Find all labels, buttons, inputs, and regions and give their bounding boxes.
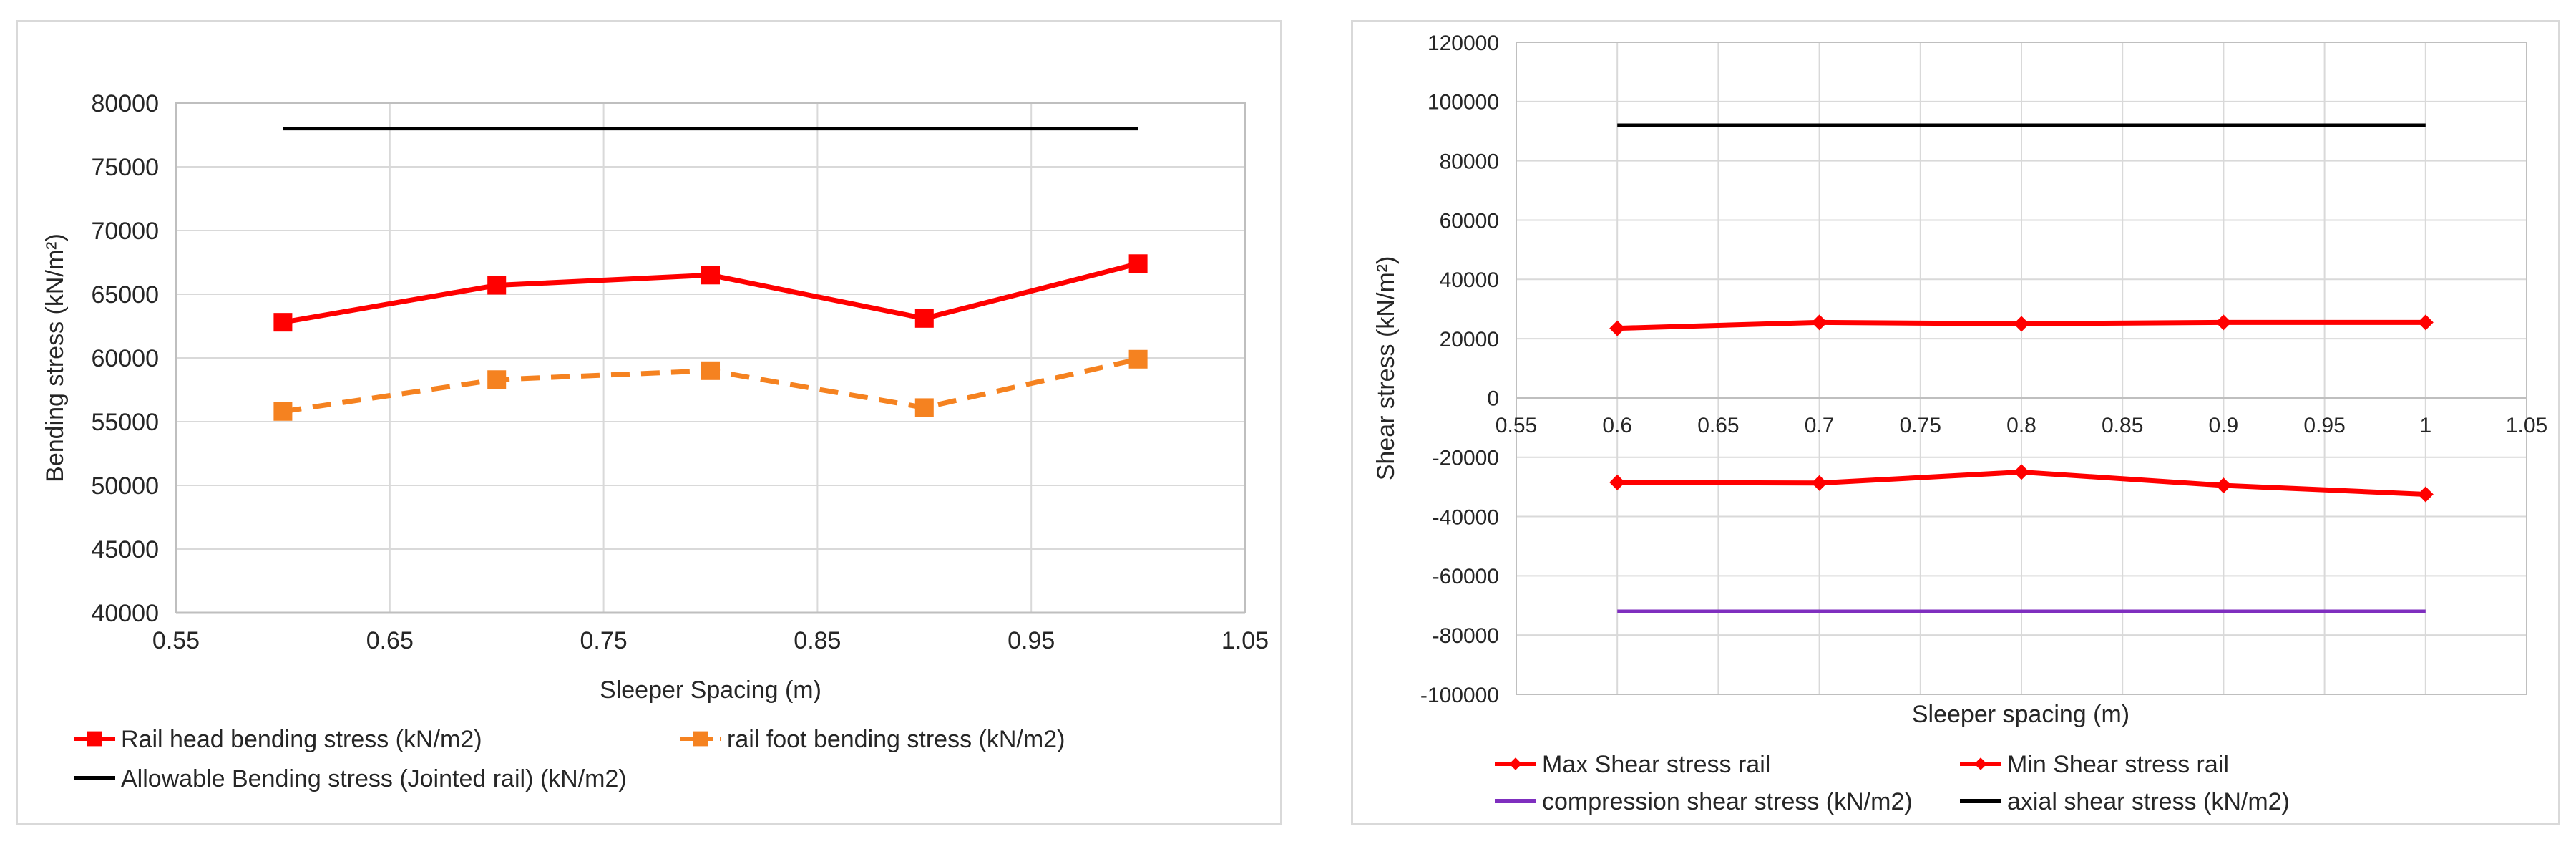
x-tick-label: 0.65	[366, 627, 414, 654]
plot-area-border	[1516, 42, 2527, 695]
legend-label: Allowable Bending stress (Jointed rail) …	[121, 765, 627, 792]
x-axis-title: Sleeper spacing (m)	[1912, 701, 2129, 728]
shear-stress-chart-panel: -100000 -80000 -60000 -40000 -20000 0 20000 400…	[1351, 20, 2560, 825]
x-tick-label: 0.85	[794, 627, 841, 654]
legend-swatch-marker	[1974, 757, 1987, 770]
data-point-marker	[273, 313, 293, 332]
legend-swatch-marker	[1509, 757, 1522, 770]
data-point-marker	[487, 276, 507, 295]
x-tick-label: 0.7	[1805, 414, 1835, 437]
y-tick-label: 40000	[91, 600, 159, 627]
x-tick-label: 0.75	[580, 627, 628, 654]
data-point-marker	[1811, 475, 1828, 491]
x-tick-label: 1.05	[1221, 627, 1269, 654]
y-tick-label: 75000	[91, 154, 159, 181]
y-tick-label: 55000	[91, 409, 159, 436]
data-point-marker	[2014, 464, 2029, 480]
x-tick-label: 0.9	[2209, 414, 2239, 437]
legend-swatch-marker	[87, 731, 102, 747]
y-tick-label: 20000	[1440, 328, 1499, 351]
y-tick-label: 80000	[1440, 150, 1499, 173]
shear-stress-chart: -100000 -80000 -60000 -40000 -20000 0 20000 400…	[1372, 31, 2547, 815]
x-tick-label: 0.75	[1900, 414, 1941, 437]
data-point-marker	[2215, 314, 2232, 331]
data-point-marker	[1811, 314, 1828, 331]
data-point-marker	[2417, 486, 2434, 503]
data-point-marker	[701, 266, 720, 285]
legend-label: axial shear stress (kN/m2)	[2007, 788, 2290, 815]
legend-swatch-marker	[693, 731, 708, 747]
x-tick-label: 0.95	[1008, 627, 1055, 654]
data-point-marker	[914, 309, 934, 328]
y-tick-label: 100000	[1428, 91, 1499, 115]
x-tick-label: 0.6	[1602, 414, 1632, 437]
y-tick-label: -100000	[1420, 684, 1499, 707]
y-tick-label: -80000	[1433, 624, 1499, 648]
x-tick-label: 0.65	[1697, 414, 1739, 437]
x-tick-label: 1	[2419, 414, 2431, 437]
x-tick-label: 0.55	[152, 627, 200, 654]
y-tick-label: 80000	[91, 90, 159, 117]
y-tick-label: 45000	[91, 536, 159, 563]
data-point-marker	[1609, 320, 1626, 336]
x-tick-label: 0.95	[2303, 414, 2345, 437]
data-point-marker	[1609, 474, 1626, 490]
legend-label: compression shear stress (kN/m2)	[1542, 788, 1913, 815]
y-tick-label: 60000	[1440, 209, 1499, 233]
data-point-marker	[2215, 477, 2232, 494]
y-tick-label: 60000	[91, 345, 159, 372]
y-tick-label: 50000	[91, 472, 159, 500]
y-axis-title: Bending stress (kN/m²)	[42, 233, 69, 482]
y-tick-label: 70000	[91, 218, 159, 245]
y-tick-label: -20000	[1433, 447, 1499, 470]
legend-label: Min Shear stress rail	[2007, 751, 2229, 778]
bending-stress-chart-panel: 40000 45000 50000 55000 60000 65000 70000 75000…	[16, 20, 1282, 825]
x-tick-label: 0.85	[2102, 414, 2143, 437]
data-point-marker	[914, 398, 934, 417]
data-point-marker	[2014, 316, 2029, 332]
data-point-marker	[273, 402, 293, 421]
legend-label: Rail head bending stress (kN/m2)	[121, 726, 482, 753]
y-tick-label: 0	[1487, 387, 1499, 411]
x-tick-label: 0.55	[1496, 414, 1537, 437]
legend-label: rail foot bending stress (kN/m2)	[727, 726, 1065, 753]
data-point-marker	[1128, 254, 1148, 273]
y-tick-label: -60000	[1433, 565, 1499, 588]
y-axis-title: Shear stress (kN/m²)	[1372, 256, 1400, 481]
data-point-marker	[2417, 314, 2434, 331]
data-point-marker	[487, 370, 507, 389]
y-tick-label: -40000	[1433, 505, 1499, 529]
legend-label: Max Shear stress rail	[1542, 751, 1770, 778]
data-point-marker	[701, 361, 720, 380]
data-point-marker	[1128, 349, 1148, 369]
x-tick-label: 1.05	[2506, 414, 2547, 437]
y-tick-label: 120000	[1428, 31, 1499, 55]
x-tick-label: 0.8	[2006, 414, 2036, 437]
y-tick-label: 65000	[91, 281, 159, 309]
x-axis-title: Sleeper Spacing (m)	[600, 676, 821, 704]
y-tick-label: 40000	[1440, 268, 1499, 292]
bending-stress-chart: 40000 45000 50000 55000 60000 65000 70000 75000…	[42, 90, 1269, 792]
